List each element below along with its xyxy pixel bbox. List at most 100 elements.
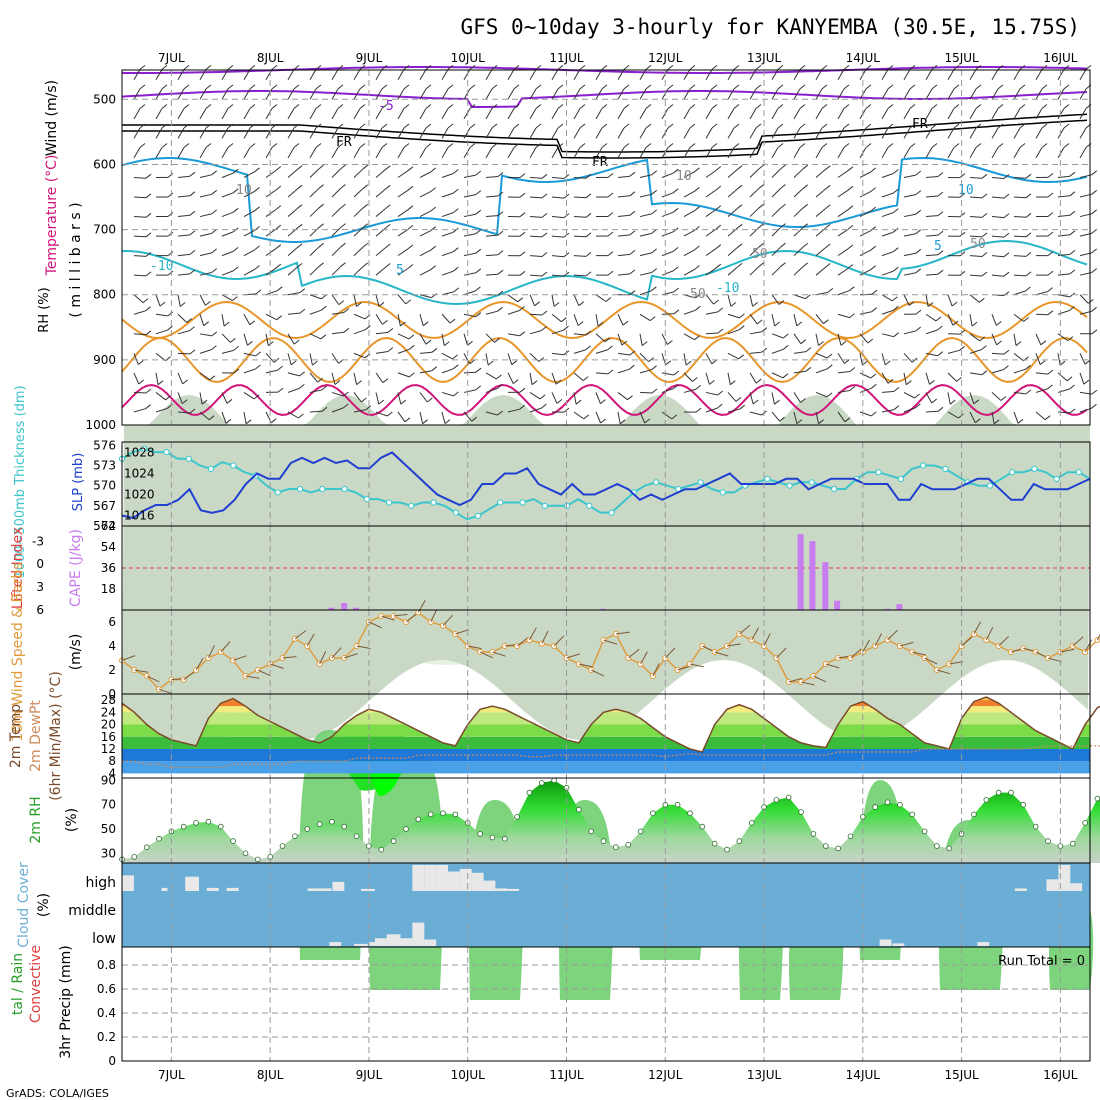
wind-barb xyxy=(705,294,714,305)
wind-barb xyxy=(925,329,938,335)
wind-barb-flag xyxy=(381,104,388,109)
cloud-level-label: high xyxy=(85,875,116,891)
wind-barb xyxy=(441,251,454,257)
wind-barb-flag xyxy=(189,349,196,355)
wind-barb xyxy=(639,174,652,178)
wind-barb xyxy=(419,108,427,120)
wind-barb-flag xyxy=(585,252,592,257)
wind-barb xyxy=(925,410,939,413)
wind-barb xyxy=(573,274,587,277)
wind-barb-flag xyxy=(167,212,174,217)
y-tick: 50 xyxy=(101,822,116,836)
cloud-bar-high xyxy=(1014,888,1027,891)
wind-barb-flag xyxy=(337,143,344,148)
slp-tick: 1024 xyxy=(124,467,155,481)
wind-barb xyxy=(771,246,781,256)
cape-bar xyxy=(600,608,606,610)
wind-barb xyxy=(991,88,999,100)
wind-barb-flag xyxy=(211,331,218,337)
wind-barb-flag xyxy=(249,320,256,326)
wind-barb xyxy=(617,333,623,346)
bottom-date-label: 11JUL xyxy=(549,1068,584,1082)
wind-barb-flag xyxy=(538,357,545,362)
rh-point xyxy=(588,828,594,835)
wind-barb-flag xyxy=(362,262,369,268)
wind-barb-flag xyxy=(340,223,346,228)
wind-barb-10m xyxy=(1060,648,1075,653)
wind-barb-flag xyxy=(843,143,850,148)
wind-barb-flag xyxy=(711,84,718,90)
wind-barb-flag xyxy=(821,143,828,148)
wind-barb-10m xyxy=(245,675,260,679)
wind-barb-flag xyxy=(1069,210,1076,216)
wind-barb-10m xyxy=(912,651,927,656)
wind-barb xyxy=(353,313,366,320)
bottom-date-label: 8JUL xyxy=(257,1068,284,1082)
y-tick: 0.2 xyxy=(97,1030,116,1044)
wind-barb xyxy=(485,234,499,237)
wind-barb-flag xyxy=(513,143,520,148)
wind-barb xyxy=(793,147,801,159)
wind-barb-flag xyxy=(849,386,856,391)
wind-barb xyxy=(243,392,255,400)
wind-barb-flag xyxy=(563,325,569,331)
wind-barb-flag xyxy=(407,244,414,250)
wind-barb-flag xyxy=(447,104,454,109)
wind-barb-flag xyxy=(978,297,985,303)
wind-barb-flag xyxy=(293,104,300,109)
wind-barb xyxy=(243,190,255,198)
wind-barb xyxy=(529,176,543,179)
wind-barb xyxy=(221,192,234,198)
wind-barb xyxy=(309,389,322,393)
wind-barb xyxy=(1079,127,1087,139)
wind-barb-flag xyxy=(541,193,548,199)
wind-barb xyxy=(287,353,292,366)
wind-barb xyxy=(947,314,954,326)
wind-barb-flag xyxy=(271,65,278,70)
wind-barb-flag xyxy=(622,320,629,326)
wind-barb xyxy=(793,314,798,327)
wind-barb-flag xyxy=(1091,248,1098,254)
wind-barb xyxy=(133,235,147,238)
wind-barb-flag xyxy=(865,123,872,129)
wind-barb xyxy=(199,392,203,405)
wind-barb xyxy=(1057,108,1065,120)
wind-barb xyxy=(837,313,850,319)
slp-line xyxy=(121,451,1091,520)
wind-barb-flag xyxy=(1059,360,1066,366)
wind-barb xyxy=(683,249,695,257)
wind-barb xyxy=(881,127,889,139)
wind-barb xyxy=(705,170,717,178)
cape-bar xyxy=(341,603,348,610)
y-axis-labels: Wind (m/s)Temperature (°C)RH (%)( m i l … xyxy=(8,80,86,1059)
wind-barb xyxy=(199,411,210,421)
wind-barb xyxy=(485,108,493,120)
wind-barb-flag xyxy=(887,378,894,384)
wind-barb-flag xyxy=(275,205,282,210)
wind-barb xyxy=(419,351,433,354)
wind-barb-flag xyxy=(915,170,922,176)
wind-barb xyxy=(155,407,168,413)
wind-barb xyxy=(727,169,738,178)
wind-barb xyxy=(969,127,977,139)
wind-barb-flag xyxy=(871,307,878,313)
wind-barb xyxy=(397,392,402,405)
rh-point xyxy=(514,814,520,820)
temp-band xyxy=(122,712,1090,725)
wind-barb-flag xyxy=(535,143,542,148)
wind-barb-flag xyxy=(739,404,746,410)
wind-barb-flag xyxy=(715,205,722,210)
wind-barb xyxy=(199,88,207,100)
wind-barb-10m xyxy=(924,657,938,665)
wind-barb-flag xyxy=(386,411,393,417)
wind-barb xyxy=(837,147,845,159)
wind-barb xyxy=(837,88,845,100)
wind-barb-flag xyxy=(601,65,608,70)
wind-barb-flag xyxy=(824,165,831,171)
wind-barb-flag xyxy=(1003,232,1010,238)
wind-barb-10m xyxy=(232,655,247,661)
isotherm-20 xyxy=(121,336,1088,384)
wind-barb xyxy=(1035,88,1043,100)
wind-barb xyxy=(573,196,587,199)
wind-barb xyxy=(903,372,907,385)
